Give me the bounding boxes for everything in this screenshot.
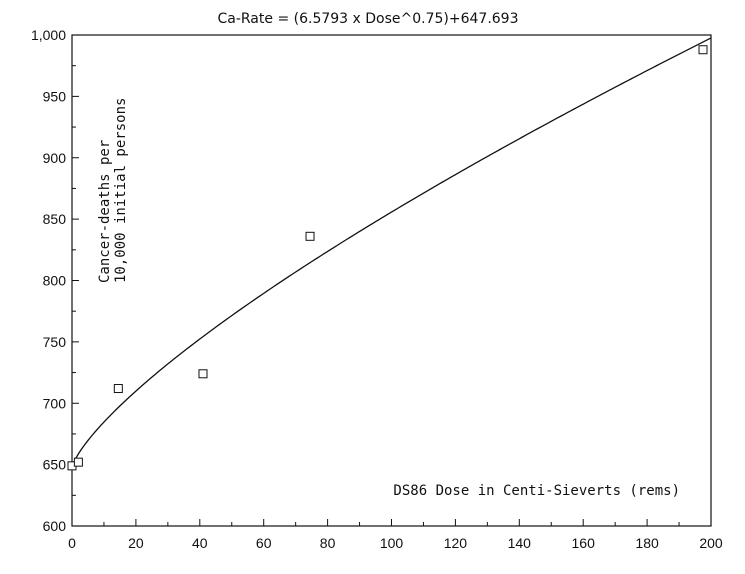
data-points: [67, 45, 708, 471]
x-tick-label: 200: [699, 535, 723, 551]
x-tick-label: 20: [128, 535, 144, 551]
y-tick-label: 650: [43, 457, 67, 473]
x-tick-label: 160: [572, 535, 596, 551]
chart-title: Ca-Rate = (6.5793 x Dose^0.75)+647.693: [217, 11, 518, 27]
x-axis-title: DS86 Dose in Centi-Sieverts (rems): [393, 483, 680, 499]
x-axis: 0 20 40 60 80 100 120 140 160 180 200: [68, 519, 723, 551]
y-tick-label: 1,000: [31, 27, 66, 43]
data-point: [73, 457, 83, 467]
y-tick-label: 900: [43, 150, 67, 166]
y-axis: 600 650 700 750 800 850 900 950 1,000: [31, 27, 79, 534]
data-point: [698, 45, 708, 55]
data-point: [113, 384, 123, 394]
y-axis-title-line-2: 10,000 initial persons: [113, 98, 129, 283]
data-point: [198, 369, 208, 379]
x-tick-label: 180: [635, 535, 659, 551]
x-tick-label: 120: [444, 535, 468, 551]
y-axis-title-line-1: Cancer-deaths per: [97, 140, 113, 283]
y-tick-label: 850: [43, 211, 67, 227]
x-tick-label: 80: [320, 535, 336, 551]
x-tick-label: 140: [508, 535, 532, 551]
fit-curve: [71, 37, 712, 468]
data-point: [305, 231, 315, 241]
y-tick-label: 800: [43, 273, 67, 289]
x-tick-label: 0: [68, 535, 76, 551]
plot-frame: [71, 34, 712, 527]
x-tick-label: 60: [256, 535, 272, 551]
y-axis-title: Cancer-deaths per 10,000 initial persons: [97, 98, 129, 283]
x-tick-label: 100: [380, 535, 404, 551]
x-tick-label: 40: [192, 535, 208, 551]
y-tick-label: 950: [43, 88, 67, 104]
y-tick-label: 600: [43, 518, 67, 534]
y-tick-label: 700: [43, 395, 67, 411]
y-tick-label: 750: [43, 334, 67, 350]
